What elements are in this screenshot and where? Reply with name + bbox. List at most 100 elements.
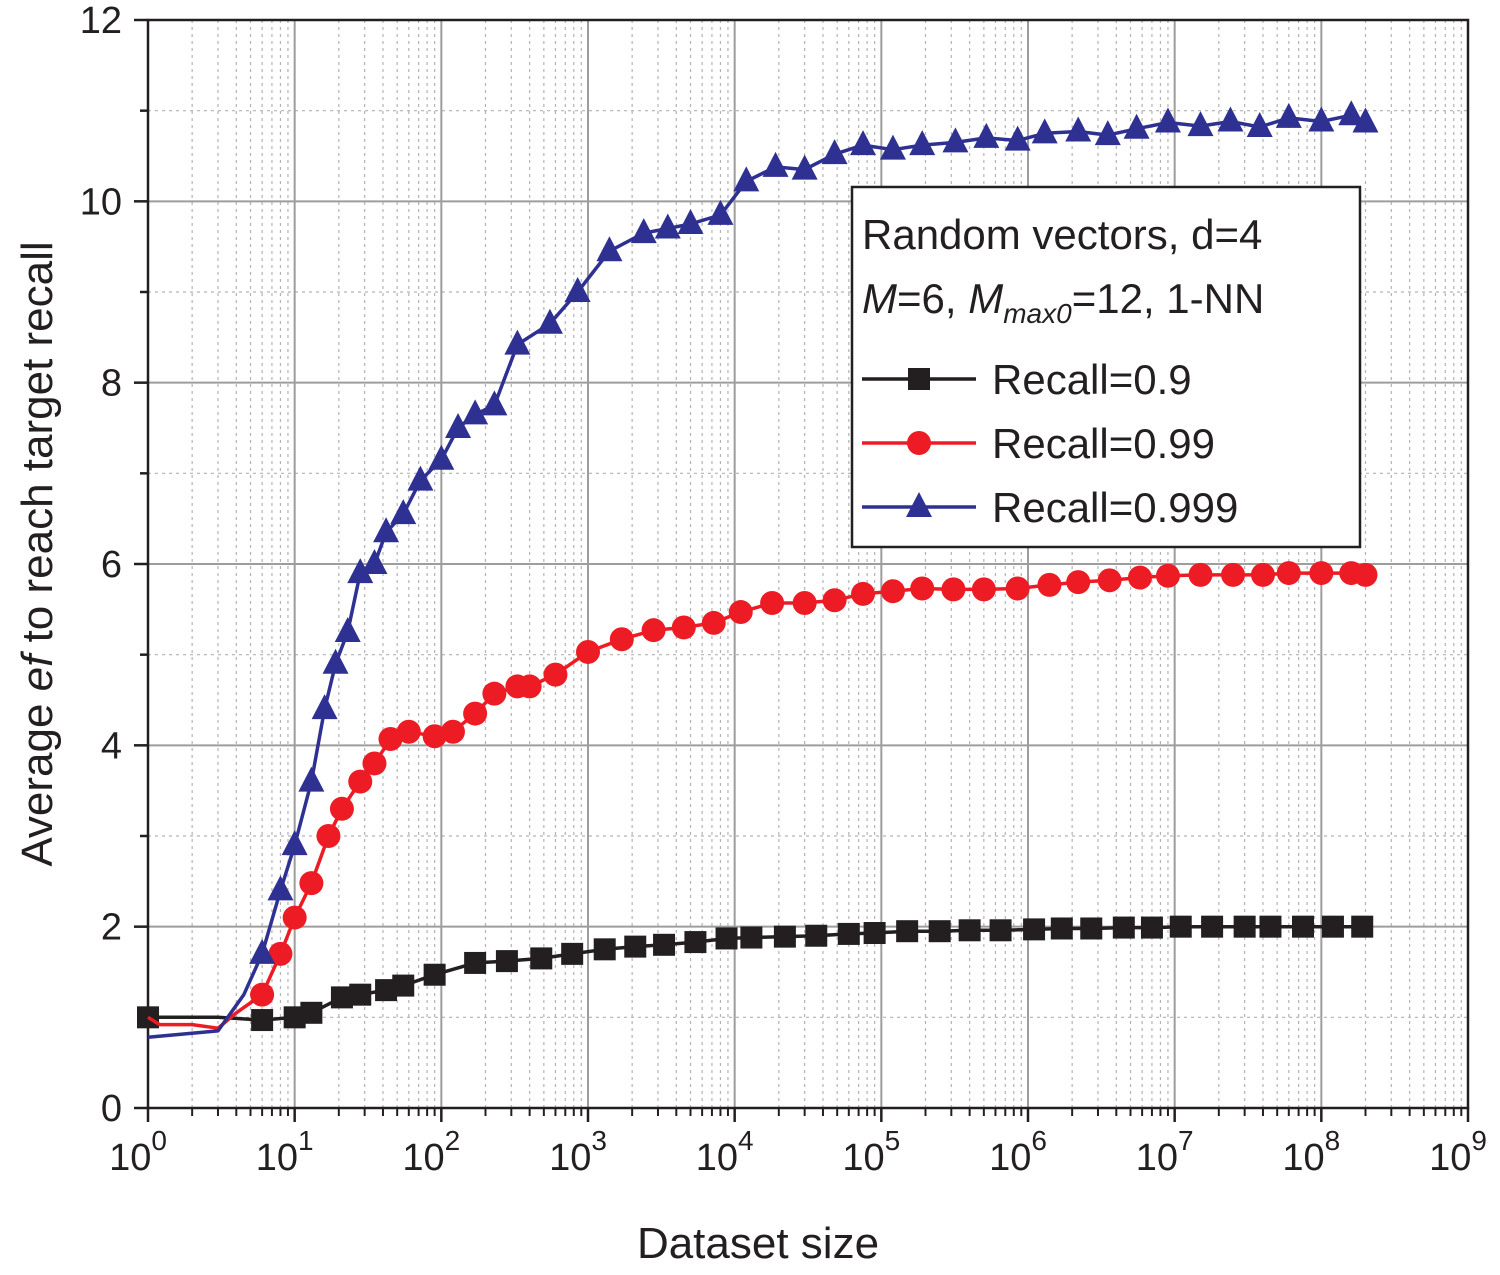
data-point-triangle — [821, 139, 848, 165]
data-point-circle — [851, 581, 876, 606]
data-point-triangle — [677, 209, 704, 234]
x-tick-label: 105 — [842, 1125, 900, 1179]
data-point-square — [530, 947, 553, 970]
legend-param-m-value: =6, — [897, 275, 968, 322]
data-point-circle — [543, 662, 568, 687]
minor-grid — [148, 20, 1468, 1108]
data-point-circle — [671, 615, 696, 640]
data-point-circle — [268, 941, 293, 966]
legend-marker-triangle — [906, 492, 932, 517]
y-axis-title-part2: to reach target recall — [13, 241, 62, 654]
x-tick-label: 106 — [989, 1125, 1047, 1179]
data-point-triangle — [1217, 106, 1244, 132]
data-point-triangle — [1004, 125, 1031, 151]
data-point-square — [593, 938, 616, 961]
x-tick-label: 103 — [549, 1125, 607, 1179]
data-point-triangle — [281, 830, 308, 856]
data-point-square — [1233, 915, 1256, 938]
data-point-triangle — [481, 390, 508, 416]
data-point-circle — [362, 751, 387, 776]
y-tick-label: 8 — [101, 363, 122, 405]
x-tick-label: 101 — [256, 1125, 314, 1179]
data-point-square — [863, 922, 886, 945]
legend-entries: Recall=0.9 Recall=0.99 Recall=0.999 — [862, 356, 1238, 531]
data-point-square — [928, 920, 951, 943]
data-point-square — [423, 963, 446, 986]
data-point-circle — [378, 726, 403, 751]
data-point-circle — [880, 579, 905, 604]
data-point-triangle — [298, 766, 325, 792]
series-triangle — [147, 100, 1379, 1040]
data-point-circle — [822, 588, 847, 613]
series-line — [147, 571, 1366, 1030]
data-point-triangle — [373, 517, 400, 543]
legend-box — [850, 185, 1362, 549]
data-point-circle — [1309, 561, 1334, 586]
data-point-circle — [701, 610, 726, 635]
series-square — [137, 915, 1374, 1032]
data-point-triangle — [1154, 107, 1181, 133]
data-point-triangle — [654, 213, 681, 239]
data-point-circle — [1155, 563, 1180, 588]
data-point-triangle — [942, 127, 969, 153]
y-tick-label: 6 — [101, 544, 122, 586]
data-point-square — [1023, 918, 1046, 941]
data-point-triangle — [1338, 100, 1365, 126]
data-point-circle — [422, 724, 447, 749]
series-circle — [147, 561, 1378, 1030]
legend: Random vectors, d=4 M=6, Mmax0=12, 1-NN … — [850, 185, 1362, 549]
data-point-square — [773, 925, 796, 948]
data-point-circle — [482, 681, 507, 706]
series-line — [148, 924, 1363, 1022]
data-point-triangle — [1094, 120, 1121, 146]
data-point-circle — [282, 905, 307, 930]
data-point-square — [1321, 915, 1344, 938]
data-point-triangle — [445, 413, 472, 438]
y-tick-label: 2 — [101, 907, 122, 949]
data-point-square — [330, 986, 353, 1009]
data-point-square — [375, 979, 398, 1002]
data-point-triangle — [762, 151, 789, 177]
data-point-square — [1351, 915, 1374, 938]
data-point-square — [684, 931, 707, 954]
legend-marker-circle — [907, 431, 931, 455]
y-axis-title-ef: ef — [13, 650, 62, 691]
data-point-square — [1112, 916, 1135, 939]
data-point-circle — [576, 639, 600, 664]
data-point-triangle — [1352, 107, 1379, 133]
legend-param-rest: =12, 1-NN — [1072, 275, 1265, 322]
data-point-triangle — [407, 465, 434, 491]
data-point-triangle — [322, 648, 349, 674]
data-point-circle — [348, 769, 373, 794]
data-point-square — [1259, 915, 1282, 938]
data-point-square — [392, 974, 415, 997]
y-tick-label: 10 — [80, 181, 122, 223]
legend-entry: Recall=0.9 — [862, 356, 1192, 403]
legend-param-mmax-subscript: max0 — [1003, 298, 1072, 329]
x-tick-label: 107 — [1136, 1125, 1194, 1179]
data-point-square — [1201, 915, 1224, 938]
x-tick-label: 104 — [696, 1125, 754, 1179]
data-point-circle — [396, 719, 421, 744]
data-point-triangle — [1308, 106, 1335, 132]
data-point-triangle — [347, 558, 374, 584]
data-point-circle — [728, 600, 753, 625]
data-point-triangle — [267, 875, 294, 901]
axis-ticks — [134, 18, 1470, 1122]
x-axis-title: Dataset size — [637, 1219, 879, 1268]
data-point-circle — [941, 577, 966, 602]
data-point-triangle — [707, 199, 734, 225]
data-point-square — [624, 935, 647, 958]
data-point-circle — [1097, 568, 1122, 593]
data-point-circle — [1250, 562, 1275, 587]
data-point-circle — [440, 719, 465, 744]
data-point-triangle — [1246, 111, 1273, 137]
data-point-square — [1080, 917, 1103, 940]
data-point-triangle — [504, 329, 531, 355]
data-point-triangle — [791, 154, 818, 180]
y-axis-title: Average ef to reach target recall — [13, 241, 62, 866]
data-point-circle — [1276, 561, 1301, 586]
series-layer — [137, 100, 1379, 1040]
data-point-square — [740, 926, 763, 949]
data-point-triangle — [390, 499, 417, 525]
